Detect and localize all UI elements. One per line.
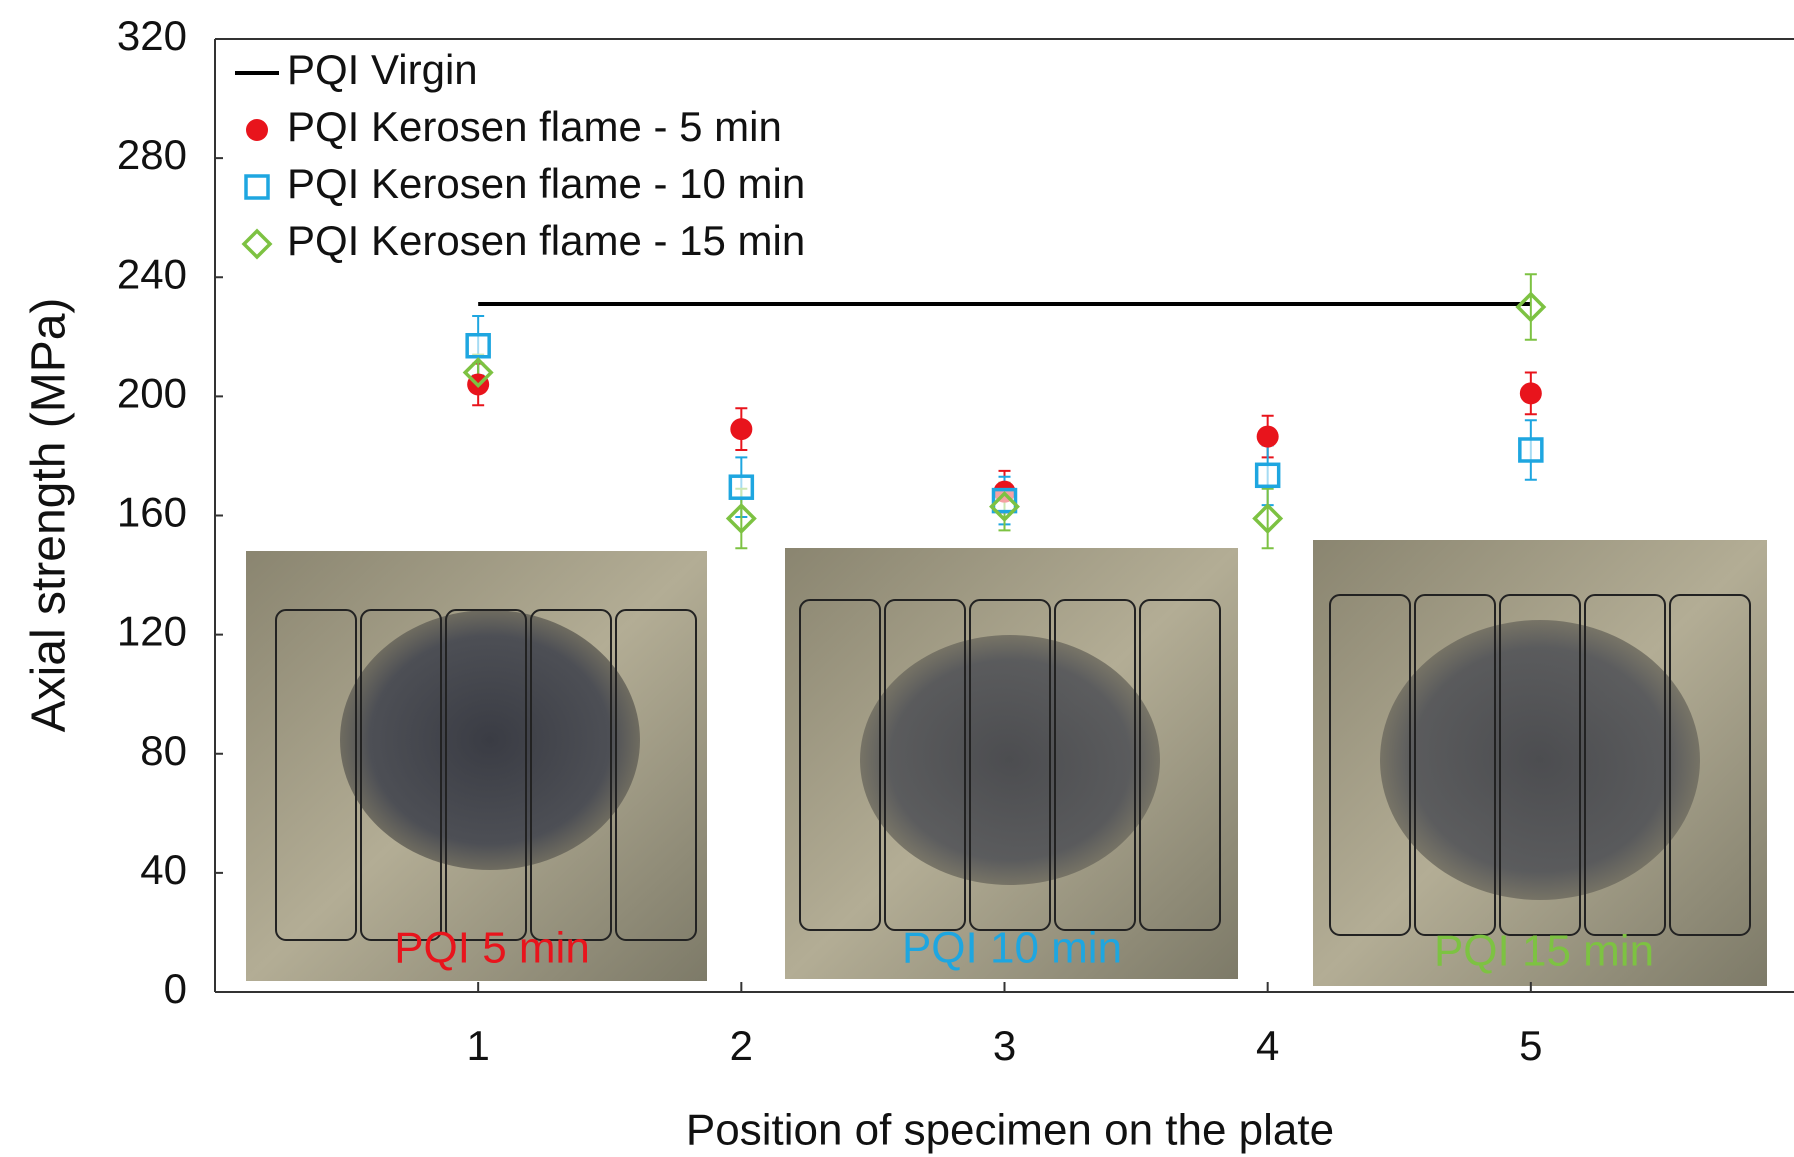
legend-label: PQI Kerosen flame - 10 min bbox=[287, 160, 805, 207]
point bbox=[462, 357, 494, 389]
legend-label: PQI Virgin bbox=[287, 46, 478, 93]
point bbox=[1519, 382, 1542, 405]
legend-marker bbox=[241, 228, 273, 260]
point bbox=[730, 418, 753, 441]
photos bbox=[246, 540, 1767, 986]
photo-label: PQI 15 min bbox=[1434, 927, 1654, 976]
y-axis-title: Axial strength (MPa) bbox=[23, 298, 76, 733]
y-tick-label: 160 bbox=[117, 489, 187, 536]
photo bbox=[246, 551, 707, 981]
error-bar bbox=[1261, 487, 1274, 550]
point bbox=[1518, 437, 1544, 463]
x-tick-label: 1 bbox=[466, 1022, 489, 1069]
point bbox=[725, 503, 757, 534]
x-tick-label: 4 bbox=[1256, 1022, 1279, 1069]
point bbox=[989, 491, 1020, 523]
legend-label: PQI Kerosen flame - 5 min bbox=[287, 103, 782, 150]
x-tick-label: 3 bbox=[993, 1022, 1016, 1069]
y-tick-label: 120 bbox=[117, 608, 187, 655]
y-tick-label: 240 bbox=[117, 250, 187, 297]
legend-label: PQI Kerosen flame - 15 min bbox=[287, 217, 805, 264]
photo-label: PQI 5 min bbox=[394, 924, 590, 973]
x-tick-label: 2 bbox=[730, 1022, 753, 1069]
point bbox=[465, 332, 491, 359]
photo-label: PQI 10 min bbox=[902, 924, 1122, 973]
error-bar bbox=[1524, 273, 1537, 341]
y-tick-label: 0 bbox=[164, 965, 187, 1012]
x-axis-title: Position of specimen on the plate bbox=[686, 1106, 1334, 1155]
legend-marker bbox=[244, 174, 270, 200]
point bbox=[1252, 503, 1284, 534]
point bbox=[1515, 291, 1547, 323]
y-tick-label: 40 bbox=[140, 846, 187, 893]
y-tick-label: 280 bbox=[117, 131, 187, 178]
point bbox=[1256, 425, 1279, 448]
y-tick-label: 200 bbox=[117, 369, 187, 416]
y-tick-label: 320 bbox=[117, 12, 187, 59]
point bbox=[728, 474, 755, 500]
legend-marker bbox=[246, 119, 268, 141]
photo bbox=[785, 548, 1238, 979]
photo bbox=[1313, 540, 1767, 986]
point bbox=[1254, 462, 1281, 489]
point bbox=[991, 487, 1018, 514]
x-tick-label: 5 bbox=[1519, 1022, 1542, 1069]
y-tick-label: 80 bbox=[140, 727, 187, 774]
